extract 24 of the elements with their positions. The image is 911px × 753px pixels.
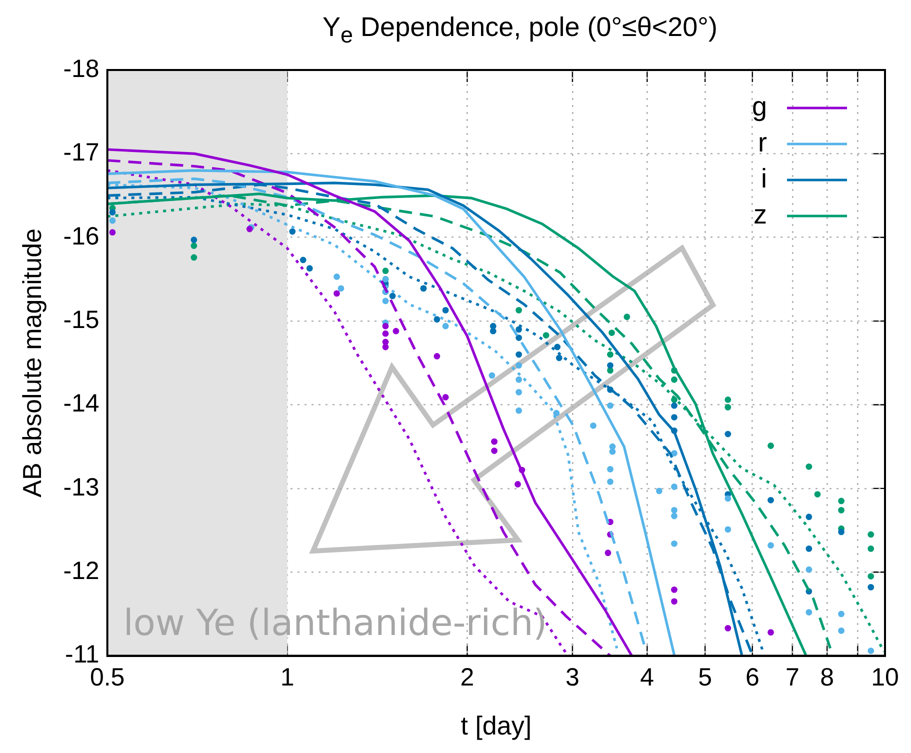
x-axis-title: t [day] bbox=[460, 710, 532, 741]
legend-label: z bbox=[754, 199, 767, 230]
x-tick-label: 4 bbox=[640, 664, 654, 692]
y-tick-label: -17 bbox=[63, 138, 100, 167]
x-tick-label: 7 bbox=[785, 664, 800, 692]
x-tick-label: 6 bbox=[745, 664, 760, 692]
legend-label: i bbox=[761, 163, 767, 194]
y-tick-label: -13 bbox=[63, 473, 100, 502]
x-tick-label: 1 bbox=[280, 664, 294, 692]
legend-label: g bbox=[752, 91, 767, 122]
y-tick-label: -16 bbox=[63, 222, 100, 250]
x-tick-label: 8 bbox=[820, 664, 834, 692]
y-tick-label: -18 bbox=[63, 54, 100, 83]
y-tick-label: -12 bbox=[63, 557, 100, 586]
y-tick-label: -15 bbox=[63, 306, 100, 334]
x-tick-label: 2 bbox=[460, 664, 474, 692]
x-tick-label: 5 bbox=[698, 664, 712, 692]
annotation: low Ye (lanthanide-rich) bbox=[123, 603, 548, 644]
y-tick-label: -14 bbox=[63, 390, 100, 418]
y-axis-title: AB absolute magnitude bbox=[16, 228, 47, 498]
x-tick-label: 10 bbox=[871, 664, 899, 692]
legend-label: r bbox=[758, 127, 767, 158]
chart-title: Y$_{e}$ Dependence, pole (0°≤θ<20°) bbox=[322, 12, 718, 48]
x-tick-label: 3 bbox=[566, 664, 580, 692]
